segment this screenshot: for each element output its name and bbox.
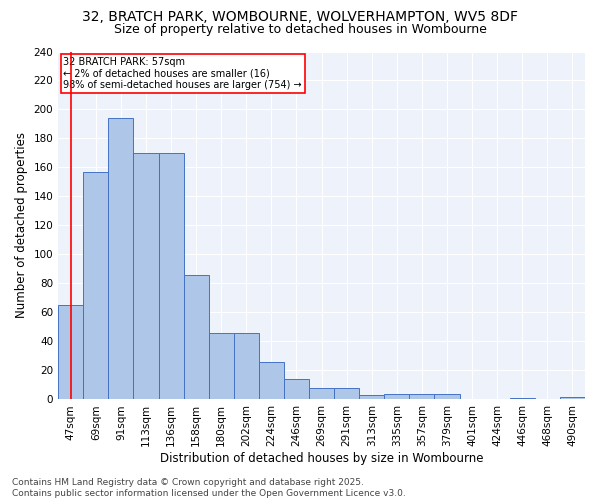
Bar: [234, 333, 259, 400]
Bar: [284, 379, 309, 400]
Bar: [560, 396, 585, 400]
Bar: [133, 153, 158, 400]
Bar: [309, 388, 334, 400]
Bar: [83, 172, 109, 400]
Y-axis label: Number of detached properties: Number of detached properties: [15, 132, 28, 318]
Bar: [184, 275, 209, 400]
Bar: [158, 153, 184, 400]
Bar: [109, 118, 133, 400]
Bar: [359, 395, 385, 400]
Bar: [510, 398, 535, 400]
Bar: [409, 394, 434, 400]
Bar: [58, 305, 83, 400]
Bar: [434, 394, 460, 400]
Bar: [334, 388, 359, 400]
Text: 32, BRATCH PARK, WOMBOURNE, WOLVERHAMPTON, WV5 8DF: 32, BRATCH PARK, WOMBOURNE, WOLVERHAMPTO…: [82, 10, 518, 24]
Bar: [385, 394, 409, 400]
Text: Size of property relative to detached houses in Wombourne: Size of property relative to detached ho…: [113, 22, 487, 36]
X-axis label: Distribution of detached houses by size in Wombourne: Distribution of detached houses by size …: [160, 452, 484, 465]
Bar: [259, 362, 284, 400]
Text: 32 BRATCH PARK: 57sqm
← 2% of detached houses are smaller (16)
98% of semi-detac: 32 BRATCH PARK: 57sqm ← 2% of detached h…: [64, 56, 302, 90]
Bar: [209, 333, 234, 400]
Text: Contains HM Land Registry data © Crown copyright and database right 2025.
Contai: Contains HM Land Registry data © Crown c…: [12, 478, 406, 498]
